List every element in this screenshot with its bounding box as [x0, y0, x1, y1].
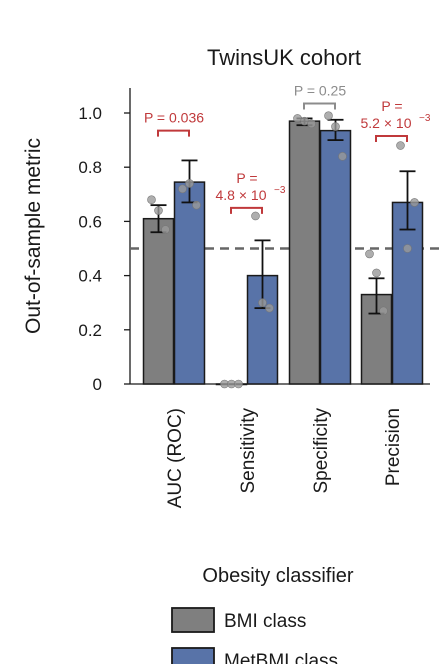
bar-bmi	[142, 217, 175, 385]
data-point	[147, 195, 156, 205]
data-point	[192, 200, 201, 210]
data-point	[410, 198, 419, 207]
bar-metbmi	[173, 181, 206, 385]
data-point	[265, 303, 274, 313]
data-point	[365, 249, 374, 259]
y-tick-label: 0.8	[78, 158, 102, 177]
y-tick-label: 1.0	[78, 104, 102, 123]
x-axis-label: Obesity classifier	[202, 565, 353, 587]
bar-metbmi	[246, 274, 279, 385]
significance-bracket	[303, 102, 336, 110]
bar-metbmi	[391, 201, 424, 385]
data-point	[307, 119, 316, 129]
data-point	[178, 184, 187, 194]
x-tick-label: Specificity	[311, 408, 332, 494]
p-value-label: P =	[381, 98, 402, 114]
bar-bmi	[288, 120, 321, 385]
data-point	[161, 225, 170, 234]
plot-area: 0 0.2 0.4 0.6 0.8 1.0 AUC (ROC) Sensitivity Spec…	[78, 83, 439, 508]
x-tick-label: Sensitivity	[238, 408, 259, 494]
data-point	[331, 122, 340, 131]
p-value-mantissa: 4.8 × 10	[216, 187, 267, 203]
significance-bracket	[157, 129, 190, 137]
data-point	[258, 298, 267, 308]
data-point	[234, 379, 243, 389]
data-point	[396, 141, 405, 150]
data-point	[403, 244, 412, 253]
legend-label-metbmi: MetBMI class	[224, 651, 338, 664]
data-point	[154, 206, 163, 215]
y-axis-label: Out-of-sample metric	[22, 138, 45, 334]
data-point	[379, 306, 388, 316]
legend-swatch-bmi	[171, 607, 215, 633]
x-tick-label: AUC (ROC)	[165, 408, 186, 508]
p-value-label: P = 0.25	[294, 83, 347, 99]
legend: BMI class MetBMI class	[171, 607, 338, 664]
data-point	[338, 152, 347, 161]
y-tick-label: 0.6	[78, 212, 102, 231]
p-value-label: P = 0.036	[144, 110, 204, 126]
p-value-label: P =	[236, 170, 257, 186]
p-value-exponent: −3	[419, 113, 431, 124]
y-tick-label: 0.4	[78, 267, 102, 286]
data-point	[372, 268, 381, 278]
p-value-mantissa: 5.2 × 10	[361, 115, 412, 131]
legend-swatch-metbmi	[171, 647, 215, 664]
significance-bracket	[230, 206, 263, 214]
y-tick-label: 0.2	[78, 321, 102, 340]
chart-title: TwinsUK cohort	[207, 45, 361, 70]
significance-bracket	[375, 135, 408, 143]
data-point	[185, 179, 194, 188]
data-point	[324, 111, 333, 121]
legend-label-bmi: BMI class	[224, 611, 306, 632]
y-tick-label: 0	[93, 375, 102, 394]
x-tick-label: Precision	[383, 408, 404, 486]
bar-metbmi	[319, 129, 352, 385]
data-point	[251, 211, 260, 221]
p-value-exponent: −3	[274, 185, 286, 196]
